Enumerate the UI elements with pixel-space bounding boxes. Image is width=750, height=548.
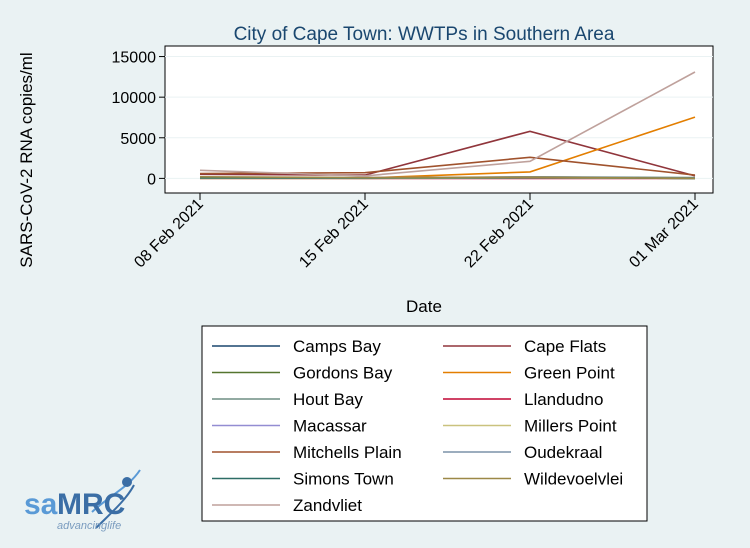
y-tick-label: 5000 bbox=[120, 131, 156, 148]
samrc-logo: sa MRC advancinglife bbox=[24, 469, 141, 532]
legend-label: Gordons Bay bbox=[293, 364, 393, 383]
legend-label: Llandudno bbox=[524, 390, 603, 409]
legend-box bbox=[201, 325, 648, 522]
legend: Camps Bay Cape Flats Gordons Bay Green Poin… bbox=[212, 337, 623, 515]
plot-area bbox=[164, 45, 714, 194]
logo-tagline: advancinglife bbox=[57, 520, 121, 532]
x-axis: 08 Feb 2021 15 Feb 2021 22 Feb 2021 01 Mar … bbox=[131, 193, 702, 271]
series-line bbox=[199, 130, 696, 177]
y-tick-label: 0 bbox=[147, 171, 156, 188]
legend-label: Oudekraal bbox=[524, 443, 602, 462]
y-tick-label: 10000 bbox=[112, 90, 157, 107]
logo-sa: sa bbox=[24, 488, 58, 521]
helix-icon bbox=[91, 469, 141, 513]
legend-label: Wildevoelvlei bbox=[524, 470, 623, 489]
logo-dot-icon bbox=[122, 477, 132, 487]
chart-title: City of Cape Town: WWTPs in Southern Are… bbox=[234, 24, 615, 45]
legend-label: Simons Town bbox=[293, 470, 394, 489]
legend-label: Camps Bay bbox=[293, 337, 381, 356]
x-tick-label: 01 Mar 2021 bbox=[626, 196, 702, 272]
legend-label: Zandvliet bbox=[293, 496, 362, 515]
x-axis-title: Date bbox=[406, 297, 442, 316]
y-axis: 0 5000 10000 15000 bbox=[112, 50, 165, 188]
legend-label: Macassar bbox=[293, 417, 367, 436]
legend-label: Mitchells Plain bbox=[293, 443, 402, 462]
logo-mrc: MRC bbox=[57, 488, 125, 521]
series-line bbox=[199, 71, 696, 177]
series-lines bbox=[199, 71, 696, 180]
x-tick-label: 08 Feb 2021 bbox=[131, 196, 207, 272]
x-tick-label: 15 Feb 2021 bbox=[296, 196, 372, 272]
legend-label: Millers Point bbox=[524, 417, 617, 436]
y-tick-label: 15000 bbox=[112, 50, 157, 67]
x-tick-label: 22 Feb 2021 bbox=[461, 196, 537, 272]
y-axis-title: SARS-CoV-2 RNA copies/ml bbox=[17, 52, 36, 267]
legend-label: Hout Bay bbox=[293, 390, 363, 409]
legend-label: Cape Flats bbox=[524, 337, 606, 356]
helix-strand-icon bbox=[95, 484, 135, 529]
legend-label: Green Point bbox=[524, 364, 615, 383]
series-line bbox=[199, 176, 696, 180]
